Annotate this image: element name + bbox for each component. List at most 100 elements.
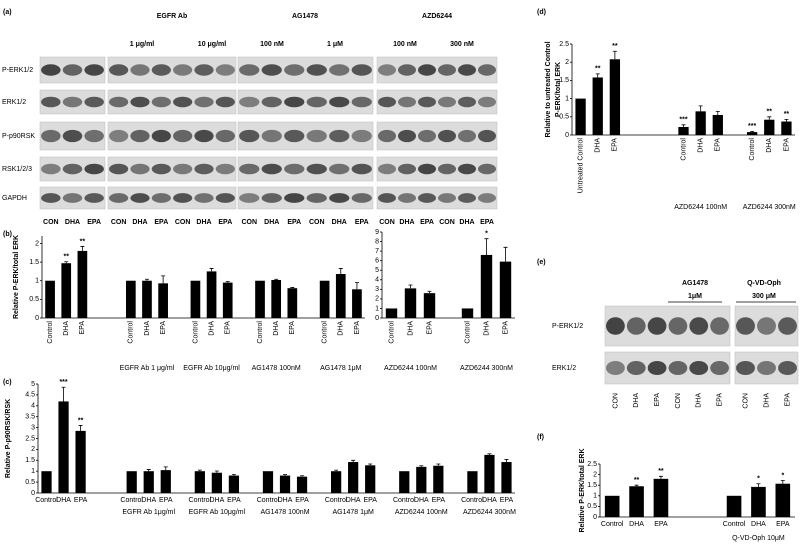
x-tick-label: Control <box>192 321 199 344</box>
blot-band <box>130 96 150 108</box>
panel-label: (d) <box>537 9 546 16</box>
x-tick-label: Untreated Control <box>577 138 584 194</box>
bar <box>296 476 308 493</box>
blot-band <box>351 96 372 108</box>
lane-label: DHA <box>399 219 414 226</box>
lane-label: CON <box>175 219 191 226</box>
blot-dose: 10 μg/ml <box>198 41 226 48</box>
bar <box>365 465 376 493</box>
blot-band <box>306 64 327 76</box>
y-tick-label: 0.5 <box>29 296 39 303</box>
blot-band <box>215 64 235 76</box>
error-bar <box>634 484 639 487</box>
x-tick-label: Control <box>601 521 624 528</box>
x-tick-label: DHA <box>697 138 704 153</box>
x-tick-label: Control <box>723 521 746 528</box>
x-tick-label: DHA <box>278 497 293 504</box>
error-bar <box>146 469 151 472</box>
blot-band <box>458 64 476 76</box>
y-tick-label: 0 <box>35 315 39 322</box>
bar <box>228 475 240 493</box>
x-tick-label: EPA <box>502 321 509 335</box>
bar <box>287 288 298 318</box>
blot-band <box>329 96 350 108</box>
error-bar <box>419 465 424 467</box>
blot-band <box>458 129 476 143</box>
y-tick-label: 1.5 <box>587 482 597 489</box>
error-bar <box>231 474 236 476</box>
lane-label: DHA <box>132 219 147 226</box>
x-tick-label: Control <box>325 497 348 504</box>
blot-band <box>438 129 456 143</box>
blot-dose: 100 nM <box>260 41 284 48</box>
blot-background <box>107 186 237 210</box>
blot-band <box>62 129 83 143</box>
y-tick-label: 6 <box>375 258 379 265</box>
x-tick-label: Control <box>35 497 58 504</box>
bar <box>385 308 398 318</box>
group-label: AZD6244 300nM <box>463 509 516 516</box>
blot-band <box>84 129 104 143</box>
blot-band <box>41 129 61 143</box>
error-bar <box>338 268 343 275</box>
blot-band <box>351 129 372 143</box>
blot-background <box>107 56 237 84</box>
blot-band <box>130 163 150 175</box>
bar <box>781 121 792 135</box>
blot-band <box>194 129 214 143</box>
blot-background <box>376 89 498 115</box>
x-tick-label: Control <box>120 497 143 504</box>
blot-background <box>237 121 374 151</box>
x-tick-label: EPA <box>354 321 361 335</box>
blot-band <box>757 317 776 335</box>
bar <box>575 98 586 135</box>
bar <box>271 279 282 318</box>
blot-dose: 300 nM <box>450 41 474 48</box>
x-tick-label: EPA <box>225 321 232 335</box>
error-bar <box>144 278 149 281</box>
blot-band <box>438 64 456 76</box>
blot-band <box>261 163 282 175</box>
x-tick-label: EPA <box>295 497 309 504</box>
x-tick-label: DHA <box>346 497 361 504</box>
blot-band <box>261 129 282 143</box>
blot-band <box>194 163 214 175</box>
bar <box>399 471 410 493</box>
y-tick-label: 3 <box>31 424 35 431</box>
bar <box>712 114 723 135</box>
lane-label: EPA <box>420 219 434 226</box>
blot-band <box>261 64 282 76</box>
blot-row-label: RSK1/2/3 <box>2 166 32 173</box>
bar <box>609 59 621 136</box>
blot-band <box>173 129 193 143</box>
blot-band <box>109 193 129 203</box>
blot-header: Q-VD-Oph <box>747 280 781 287</box>
x-tick-label: Control <box>257 321 264 344</box>
blot-band <box>668 317 688 335</box>
blot-band <box>239 193 260 203</box>
blot-band <box>418 64 436 76</box>
blot-dose: 1μM <box>688 293 702 300</box>
blot-band <box>41 163 61 175</box>
bar <box>433 465 444 493</box>
blot-band <box>378 64 396 76</box>
blot-band <box>398 64 416 76</box>
error-bar <box>427 290 432 294</box>
y-tick-label: 7 <box>375 248 379 255</box>
significance-label: ** <box>658 468 664 475</box>
x-tick-label: DHA <box>751 521 766 528</box>
blot-band <box>194 193 214 203</box>
x-tick-label: EPA <box>654 521 668 528</box>
blot-band <box>194 96 214 108</box>
blot-band <box>736 317 755 335</box>
error-bar <box>80 246 85 251</box>
x-tick-label: DHA <box>338 321 345 336</box>
x-tick-label: DHA <box>629 521 644 528</box>
y-tick-label: 2 <box>35 240 39 247</box>
error-bar <box>484 238 489 255</box>
x-tick-label: EPA <box>783 138 790 152</box>
blot-row-label: ERK1/2 <box>2 99 26 106</box>
bar <box>41 471 52 493</box>
bar <box>604 495 620 517</box>
blot-background <box>237 89 374 115</box>
